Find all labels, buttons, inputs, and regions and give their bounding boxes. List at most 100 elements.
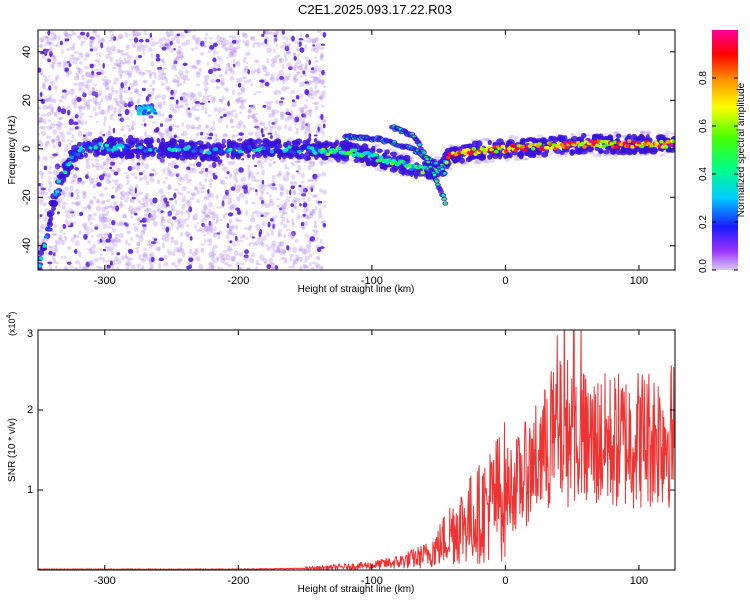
noise-speckle <box>244 68 249 71</box>
noise-speckle <box>83 233 88 240</box>
noise-speckle <box>290 65 294 69</box>
noise-speckle <box>152 209 157 215</box>
noise-speckle <box>68 33 73 37</box>
noise-speckle <box>50 37 57 42</box>
noise-speckle <box>57 120 61 124</box>
noise-speckle <box>262 67 268 73</box>
noise-speckle <box>94 90 99 95</box>
noise-speckle <box>92 30 98 35</box>
noise-speckle <box>248 78 252 83</box>
noise-speckle <box>127 104 131 107</box>
signal-core <box>192 145 198 150</box>
noise-speckle <box>92 107 97 112</box>
noise-speckle <box>225 235 230 240</box>
noise-speckle <box>74 126 79 130</box>
noise-speckle <box>116 258 122 265</box>
noise-speckle <box>136 162 141 166</box>
signal-core <box>287 145 292 149</box>
noise-speckle <box>65 71 70 78</box>
noise-speckle <box>107 105 111 109</box>
noise-speckle <box>106 155 109 162</box>
noise-speckle <box>322 32 327 38</box>
noise-speckle <box>58 116 63 121</box>
noise-speckle <box>91 158 94 162</box>
noise-speckle <box>80 120 85 126</box>
noise-speckle <box>65 90 71 96</box>
noise-speckle <box>216 206 222 209</box>
noise-speckle <box>92 83 98 86</box>
noise-speckle <box>135 233 139 238</box>
noise-speckle <box>100 164 104 170</box>
noise-speckle <box>298 256 304 262</box>
noise-speckle <box>126 124 130 128</box>
noise-speckle <box>139 219 143 223</box>
noise-speckle <box>60 255 64 260</box>
noise-speckle <box>170 236 174 239</box>
noise-speckle <box>89 48 94 52</box>
noise-speckle <box>250 70 255 74</box>
noise-speckle <box>296 71 300 76</box>
noise-speckle <box>150 61 155 67</box>
noise-speckle <box>130 215 134 219</box>
noise-speckle <box>212 252 216 257</box>
noise-speckle <box>144 216 150 221</box>
noise-speckle <box>317 67 322 73</box>
noise-speckle <box>66 246 72 250</box>
noise-speckle <box>166 117 173 122</box>
noise-speckle <box>296 65 301 69</box>
noise-speckle <box>139 267 144 270</box>
noise-speckle <box>186 224 190 228</box>
noise-speckle <box>119 117 125 122</box>
noise-speckle <box>49 42 54 45</box>
noise-speckle <box>220 255 225 261</box>
noise-speckle <box>124 31 128 38</box>
noise-speckle <box>286 50 291 55</box>
noise-speckle <box>157 263 162 269</box>
noise-speckle <box>149 254 153 259</box>
noise-speckle <box>409 160 416 163</box>
noise-speckle <box>259 187 265 193</box>
noise-speckle <box>249 257 255 264</box>
noise-speckle <box>69 88 75 91</box>
noise-speckle <box>148 216 153 219</box>
noise-speckle <box>231 160 236 166</box>
noise-speckle <box>71 54 75 60</box>
noise-speckle <box>602 153 610 157</box>
signal-core <box>63 170 68 175</box>
noise-speckle <box>65 213 70 219</box>
noise-speckle <box>243 254 249 259</box>
signal-band <box>273 138 282 145</box>
noise-speckle <box>98 174 105 181</box>
signal-band <box>246 138 253 144</box>
noise-speckle <box>149 173 154 177</box>
noise-speckle <box>194 224 197 229</box>
noise-speckle <box>182 95 185 99</box>
signal-core <box>75 152 81 157</box>
noise-speckle <box>185 231 191 236</box>
noise-speckle <box>64 67 70 73</box>
noise-speckle <box>86 104 91 111</box>
noise-speckle <box>302 189 307 195</box>
noise-speckle <box>374 143 381 148</box>
noise-speckle <box>115 205 120 212</box>
noise-speckle <box>175 213 178 217</box>
noise-speckle <box>91 87 96 91</box>
noise-speckle <box>315 255 320 260</box>
noise-speckle <box>42 155 48 161</box>
noise-speckle <box>75 72 79 76</box>
noise-speckle <box>266 57 270 64</box>
noise-speckle <box>280 44 284 49</box>
noise-speckle <box>313 229 320 233</box>
noise-speckle <box>304 62 308 70</box>
noise-speckle <box>79 87 84 91</box>
noise-speckle <box>83 206 87 211</box>
noise-speckle <box>48 182 53 188</box>
noise-speckle <box>231 50 237 58</box>
noise-speckle <box>238 120 244 126</box>
noise-speckle <box>308 133 312 139</box>
noise-speckle <box>173 164 179 169</box>
noise-speckle <box>103 233 109 239</box>
noise-speckle <box>137 44 140 50</box>
noise-speckle <box>218 73 223 78</box>
noise-speckle <box>110 194 115 199</box>
